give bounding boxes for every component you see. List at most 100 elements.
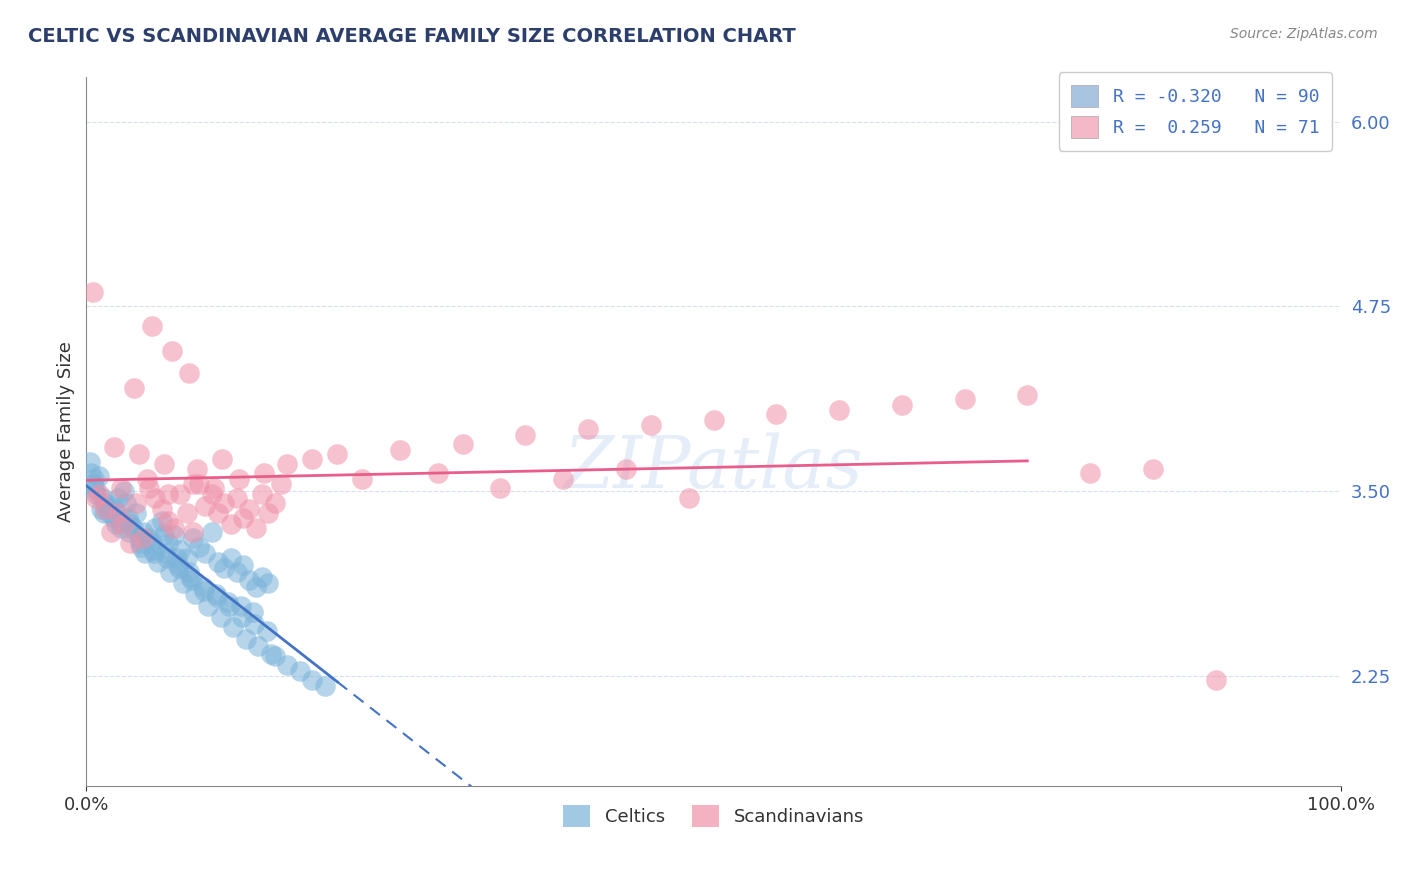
Point [253, 467, 276, 481]
Point [125, 496, 148, 510]
Point [86, 487, 108, 501]
Legend: Celtics, Scandinavians: Celtics, Scandinavians [557, 797, 872, 834]
Point [426, 467, 449, 481]
Point [225, 566, 247, 580]
Point [156, 514, 179, 528]
Point [93, 506, 115, 520]
Point [97, 501, 120, 516]
Point [160, 343, 183, 358]
Point [193, 584, 215, 599]
Point [156, 535, 179, 549]
Y-axis label: Average Family Size: Average Family Size [58, 342, 75, 523]
Point [243, 617, 266, 632]
Point [110, 481, 132, 495]
Point [79, 454, 101, 468]
Point [186, 462, 208, 476]
Point [263, 496, 285, 510]
Point [179, 366, 201, 380]
Point [263, 649, 285, 664]
Point [205, 591, 228, 605]
Point [115, 496, 138, 510]
Point [489, 481, 512, 495]
Point [83, 472, 105, 486]
Point [105, 516, 128, 531]
Point [256, 624, 278, 639]
Point [232, 558, 254, 572]
Point [250, 570, 273, 584]
Point [202, 481, 225, 495]
Point [953, 392, 976, 407]
Point [228, 472, 250, 486]
Point [135, 472, 157, 486]
Point [94, 501, 117, 516]
Point [181, 531, 204, 545]
Point [181, 476, 204, 491]
Point [551, 472, 574, 486]
Point [176, 506, 198, 520]
Point [260, 647, 283, 661]
Point [388, 442, 411, 457]
Point [156, 487, 179, 501]
Point [90, 501, 112, 516]
Point [245, 580, 267, 594]
Point [87, 469, 110, 483]
Point [242, 605, 264, 619]
Point [143, 491, 166, 506]
Point [94, 496, 117, 510]
Point [197, 599, 219, 614]
Point [352, 472, 374, 486]
Point [890, 398, 912, 412]
Point [204, 587, 226, 601]
Point [150, 501, 173, 516]
Point [131, 540, 153, 554]
Point [235, 632, 257, 646]
Point [201, 487, 224, 501]
Point [219, 550, 242, 565]
Point [1017, 388, 1039, 402]
Point [219, 516, 242, 531]
Point [678, 491, 700, 506]
Point [107, 506, 129, 520]
Point [163, 521, 186, 535]
Point [118, 525, 141, 540]
Point [194, 546, 217, 560]
Point [87, 487, 110, 501]
Point [117, 510, 139, 524]
Point [134, 546, 156, 560]
Point [257, 506, 280, 520]
Point [107, 491, 129, 506]
Point [180, 573, 202, 587]
Point [86, 491, 108, 506]
Point [110, 521, 132, 535]
Point [218, 599, 240, 614]
Point [703, 413, 725, 427]
Point [207, 506, 229, 520]
Point [276, 458, 298, 472]
Point [828, 402, 851, 417]
Point [120, 516, 142, 531]
Point [142, 543, 165, 558]
Point [238, 573, 260, 587]
Point [640, 417, 662, 432]
Point [181, 525, 204, 540]
Point [191, 580, 214, 594]
Point [188, 476, 211, 491]
Point [122, 381, 145, 395]
Point [217, 595, 239, 609]
Point [143, 521, 166, 535]
Point [100, 499, 122, 513]
Point [82, 476, 104, 491]
Point [1205, 673, 1227, 687]
Point [1078, 467, 1101, 481]
Point [159, 566, 181, 580]
Point [153, 528, 176, 542]
Point [232, 510, 254, 524]
Point [84, 481, 107, 495]
Point [326, 447, 349, 461]
Point [103, 510, 125, 524]
Point [229, 599, 252, 614]
Point [108, 514, 131, 528]
Point [167, 561, 190, 575]
Point [247, 639, 270, 653]
Text: ZIPatlas: ZIPatlas [564, 432, 863, 503]
